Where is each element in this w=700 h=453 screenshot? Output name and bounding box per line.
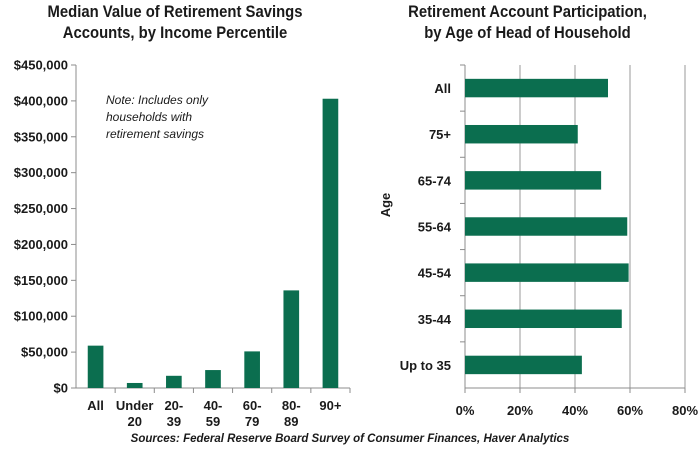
bar xyxy=(166,375,182,388)
x-tick-label: 39 xyxy=(167,414,181,429)
x-tick-label: 80% xyxy=(672,403,698,418)
y-axis-title: Age xyxy=(378,193,393,218)
y-tick-label: 55-64 xyxy=(418,220,452,235)
x-tick-label: Under xyxy=(116,398,154,413)
y-tick-label: $350,000 xyxy=(14,129,68,144)
x-tick-label: 40% xyxy=(562,403,588,418)
y-tick-label: 35-44 xyxy=(418,312,452,327)
y-tick-label: $50,000 xyxy=(21,345,68,360)
y-tick-label: $150,000 xyxy=(14,273,68,288)
y-tick-label: Up to 35 xyxy=(400,358,451,373)
bar xyxy=(465,217,628,236)
left-chart-title-line: Median Value of Retirement Savings xyxy=(47,3,303,21)
bar xyxy=(87,345,104,388)
y-tick-label: $300,000 xyxy=(14,165,68,180)
bar xyxy=(465,124,578,144)
bar xyxy=(465,78,608,98)
bar xyxy=(126,382,143,388)
y-tick-label: $0 xyxy=(54,381,68,396)
note-annotation-line: retirement savings xyxy=(106,127,204,141)
y-tick-label: 65-74 xyxy=(418,173,452,188)
y-tick-label: $100,000 xyxy=(14,309,68,324)
note-annotation-line: Note: Includes only xyxy=(106,93,209,107)
y-tick-label: $400,000 xyxy=(14,93,68,108)
x-tick-label: 20 xyxy=(127,414,141,429)
bar xyxy=(244,351,260,388)
x-tick-label: 89 xyxy=(284,414,298,429)
x-tick-label: 60% xyxy=(617,403,643,418)
y-tick-label: $250,000 xyxy=(14,201,68,216)
x-tick-label: 0% xyxy=(456,403,475,418)
x-tick-label: 20- xyxy=(164,398,183,413)
bar xyxy=(465,263,629,282)
right-chart-title-line: by Age of Head of Household xyxy=(424,24,631,42)
bar xyxy=(205,370,221,388)
x-tick-label: 79 xyxy=(245,414,259,429)
y-tick-label: All xyxy=(434,81,451,96)
left-chart-title: Median Value of Retirement Savings Accou… xyxy=(18,2,333,44)
source-note: Sources: Federal Reserve Board Survey of… xyxy=(130,433,570,445)
right-chart-title: Retirement Account Participation, by Age… xyxy=(372,2,683,44)
x-tick-label: 40- xyxy=(204,398,223,413)
note-annotation-line: households with xyxy=(106,110,192,124)
x-tick-label: 80- xyxy=(282,398,301,413)
right-bar-chart: 0% 20% 40% 60% 80% All 75+ 65-74 55-64 45-54 35-44… xyxy=(378,64,698,418)
x-tick-label: All xyxy=(87,398,104,413)
bar xyxy=(283,290,300,388)
bar xyxy=(465,309,622,329)
bar xyxy=(465,171,602,190)
x-tick-label: 59 xyxy=(206,414,220,429)
y-tick-label: $450,000 xyxy=(14,58,68,73)
right-chart-title-line: Retirement Account Participation, xyxy=(408,3,647,21)
x-tick-label: 90+ xyxy=(319,398,341,413)
left-chart-title-line: Accounts, by Income Percentile xyxy=(62,24,288,42)
y-tick-label: 45-54 xyxy=(418,266,452,281)
y-tick-label: 75+ xyxy=(429,127,451,142)
left-bar-chart: $0 $50,000 $100,000 $150,000 $200,000 $250,00… xyxy=(14,58,351,429)
x-tick-label: 20% xyxy=(507,403,533,418)
y-tick-label: $200,000 xyxy=(14,237,68,252)
x-tick-label: 60- xyxy=(243,398,262,413)
bar xyxy=(322,98,339,388)
bar xyxy=(465,355,582,375)
